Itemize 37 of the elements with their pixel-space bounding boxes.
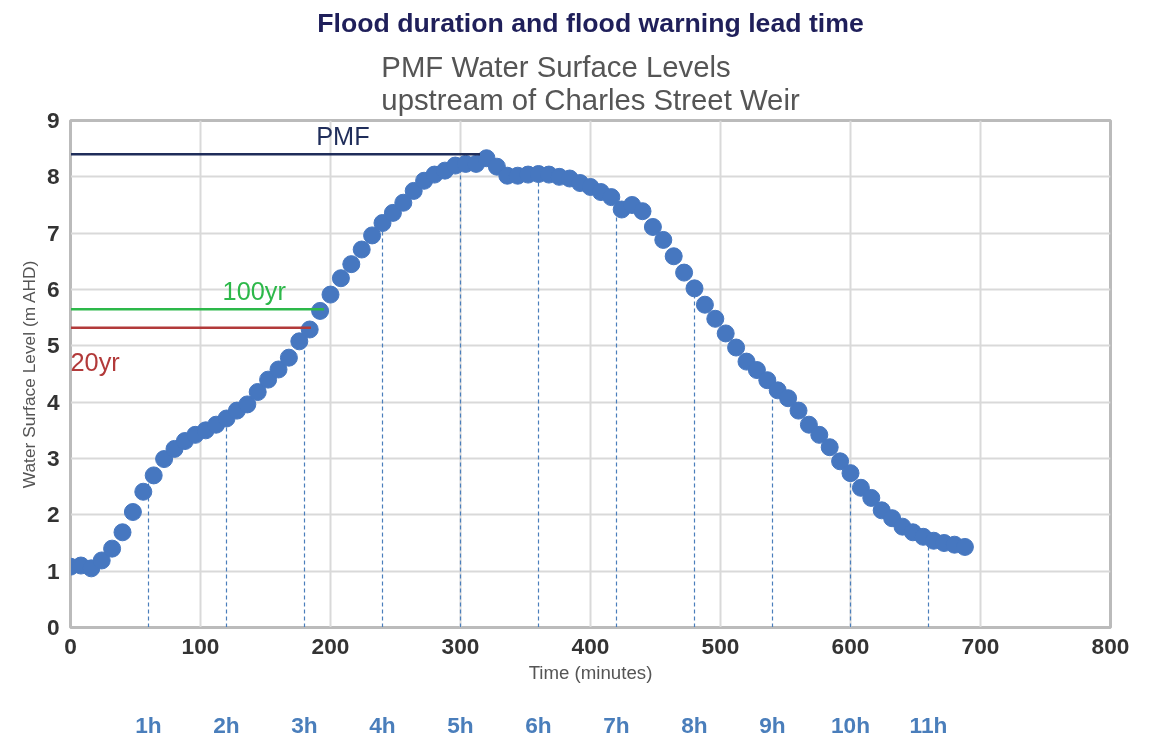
ref-line-label: 1h — [135, 711, 162, 738]
ref-line-label: 5h — [447, 711, 474, 738]
ref-line-label: 3h — [291, 711, 318, 738]
x-tick-label: 400 — [571, 632, 610, 659]
y-axis-title: Water Surface Level (m AHD) — [18, 260, 39, 489]
x-tick-label: 600 — [831, 632, 870, 659]
series-label: 100yr — [222, 276, 287, 305]
chart-subtitle: PMF Water Surface Levels upstream of Charles Street Weir — [381, 49, 800, 116]
y-tick-label: 9 — [46, 107, 60, 133]
ref-line-label: 4h — [369, 711, 396, 738]
ref-line-label: 9h — [759, 711, 786, 738]
x-tick-label: 300 — [441, 632, 480, 659]
series-label: PMF — [316, 121, 370, 150]
y-tick-label: 3 — [46, 445, 60, 471]
y-tick-label: 4 — [46, 388, 60, 415]
x-tick-label: 500 — [701, 632, 740, 659]
y-tick-label: 7 — [46, 219, 60, 246]
ref-line-label: 8h — [681, 711, 708, 738]
chart-title: Flood duration and flood warning lead time — [317, 7, 864, 38]
y-tick-label: 2 — [46, 501, 60, 528]
y-tick-label: 6 — [46, 276, 60, 302]
y-tick-label: 5 — [46, 332, 60, 359]
y-tick-label: 0 — [46, 614, 60, 640]
ref-line-label: 7h — [603, 711, 630, 738]
y-tick-label: 1 — [46, 557, 60, 584]
x-tick-label: 100 — [181, 632, 220, 659]
y-tick-label: 8 — [46, 163, 60, 190]
x-tick-label: 800 — [1091, 632, 1130, 659]
x-tick-label: 700 — [961, 632, 1000, 659]
ref-line-label: 2h — [213, 711, 240, 738]
ref-line-label: 6h — [525, 711, 552, 738]
ref-line-label: 11h — [909, 711, 948, 738]
x-tick-label: 200 — [311, 632, 350, 659]
x-axis-title: Time (minutes) — [528, 661, 653, 683]
x-tick-label: 0 — [64, 632, 77, 659]
series-label: 20yr — [70, 347, 121, 376]
ref-line-label: 10h — [830, 711, 871, 738]
